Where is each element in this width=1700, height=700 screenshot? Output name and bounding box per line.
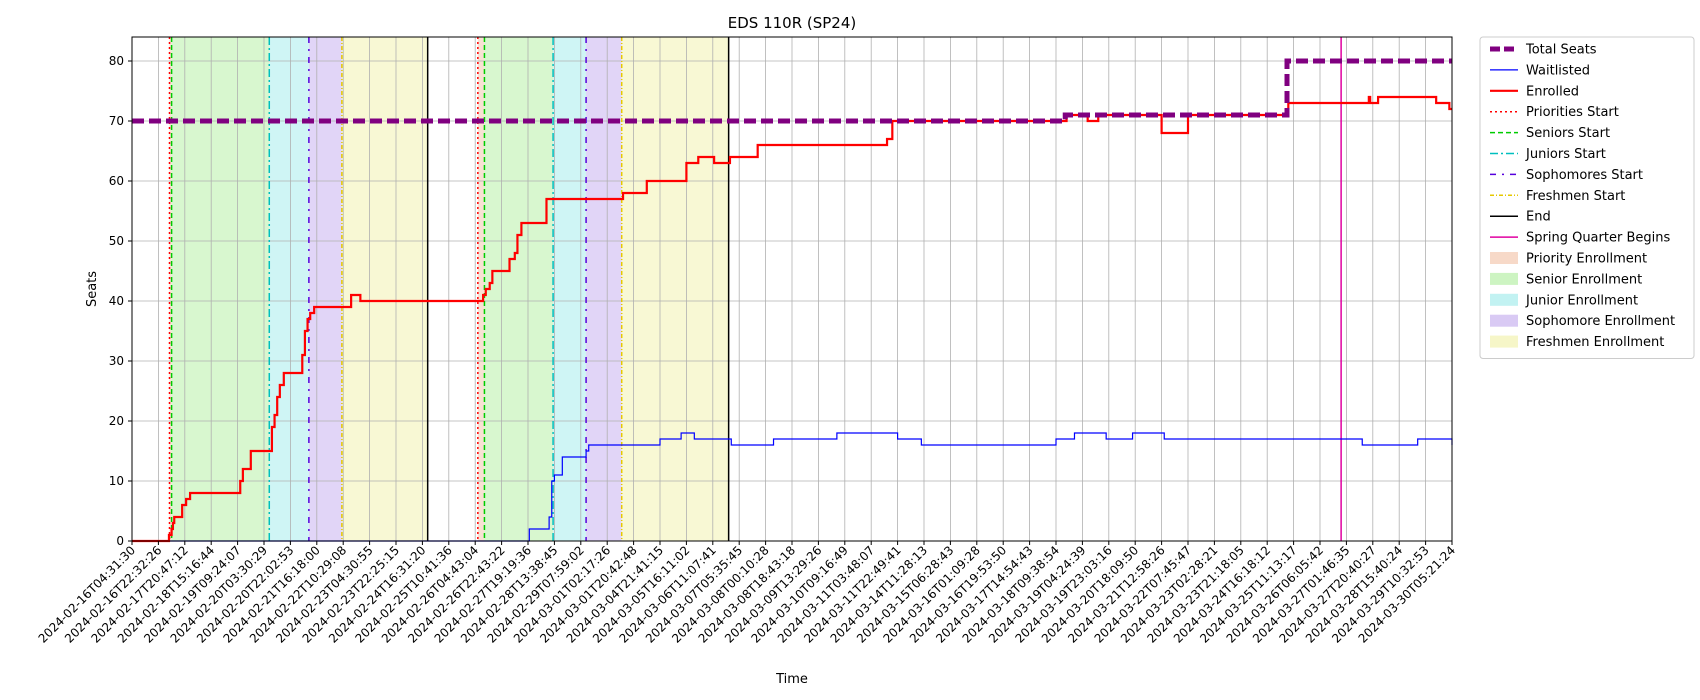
legend-label: Juniors Start xyxy=(1525,147,1606,162)
legend-box xyxy=(1479,36,1695,359)
y-tick-label: 50 xyxy=(109,234,124,248)
junior-enrollment-region xyxy=(269,37,309,541)
legend-label: Sophomores Start xyxy=(1526,168,1643,183)
freshmen-enrollment-region xyxy=(341,37,428,541)
x-axis-ticks: 2024-02-16T04:31:302024-02-16T22:32:2620… xyxy=(36,541,1458,646)
sophomore-enrollment-region xyxy=(586,37,622,541)
waitlist-series-line xyxy=(132,432,1453,542)
legend-label: Seniors Start xyxy=(1526,126,1610,141)
y-axis-ticks: 0 10 20 30 40 50 60 70 80 xyxy=(109,54,132,548)
legend-label: Total Seats xyxy=(1525,43,1597,58)
priority-enrollment-region xyxy=(169,37,172,541)
sophomore-enrollment-region xyxy=(308,37,342,541)
chart-title: EDS 110R (SP24) xyxy=(728,14,857,32)
enrolled-series-line xyxy=(132,95,1452,543)
legend-label: Priority Enrollment xyxy=(1526,252,1647,267)
legend-label: Senior Enrollment xyxy=(1526,272,1642,287)
y-tick-label: 10 xyxy=(109,474,124,488)
legend-label: Freshmen Start xyxy=(1526,189,1625,204)
legend-patch-swatch xyxy=(1490,272,1518,285)
legend-patch-swatch xyxy=(1490,314,1518,327)
legend-label: End xyxy=(1526,210,1551,225)
y-tick-label: 20 xyxy=(109,414,124,428)
legend-patch-swatch xyxy=(1490,293,1518,306)
legend-label: Junior Enrollment xyxy=(1525,293,1638,308)
y-tick-label: 70 xyxy=(109,114,124,128)
legend-label: Priorities Start xyxy=(1526,105,1619,120)
y-tick-label: 80 xyxy=(109,54,124,68)
senior-enrollment-region xyxy=(171,37,270,541)
legend-label: Freshmen Enrollment xyxy=(1526,335,1664,350)
x-axis-title: Time xyxy=(775,672,808,687)
y-axis-title: Seats xyxy=(85,271,100,307)
legend-label: Waitlisted xyxy=(1526,63,1590,78)
legend-patch-swatch xyxy=(1490,252,1518,264)
y-tick-label: 30 xyxy=(109,354,124,368)
legend-label: Spring Quarter Begins xyxy=(1526,231,1670,246)
senior-enrollment-region xyxy=(484,37,554,541)
y-tick-label: 40 xyxy=(109,294,124,308)
legend-label: Enrolled xyxy=(1526,84,1579,99)
legend: Total Seats Waitlisted Enrolled Priorities … xyxy=(1479,36,1695,359)
priority-enrollment-region xyxy=(477,37,485,541)
legend-label: Sophomore Enrollment xyxy=(1526,314,1675,329)
data-series xyxy=(132,58,1453,543)
y-tick-label: 0 xyxy=(116,534,124,548)
legend-patch-swatch xyxy=(1490,335,1518,348)
y-tick-label: 60 xyxy=(109,174,124,188)
